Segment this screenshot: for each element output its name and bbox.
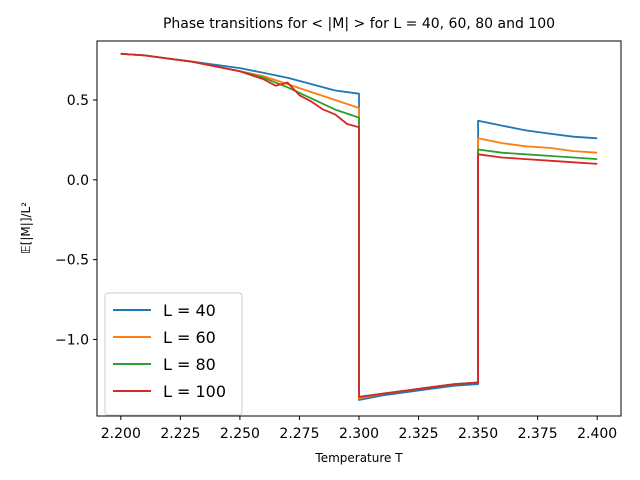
series-line-4 bbox=[120, 52, 598, 398]
x-tick-label: 2.350 bbox=[458, 426, 498, 442]
x-tick-label: 2.375 bbox=[518, 426, 558, 442]
x-tick-label: 2.250 bbox=[220, 426, 260, 442]
chart-title: Phase transitions for < |M| > for L = 40… bbox=[163, 16, 555, 32]
x-tick-label: 2.300 bbox=[339, 426, 379, 442]
x-tick-label: 2.275 bbox=[279, 426, 319, 442]
x-axis-label: Temperature T bbox=[314, 451, 403, 465]
x-tick-label: 2.200 bbox=[101, 426, 141, 442]
x-tick-label: 2.325 bbox=[398, 426, 438, 442]
y-tick-label: −1.0 bbox=[55, 332, 89, 348]
legend: L = 40 L = 60 L = 80 L = 100 bbox=[104, 292, 243, 416]
x-axis-ticks: 2.200 2.225 2.250 2.275 2.300 2.325 2.350 2.375… bbox=[101, 416, 617, 442]
y-tick-label: −0.5 bbox=[55, 253, 89, 269]
y-axis-ticks: 0.5 0.0 −0.5 −1.0 bbox=[55, 93, 97, 348]
series-layer bbox=[120, 52, 598, 401]
legend-label: L = 60 bbox=[163, 328, 216, 347]
legend-label: L = 80 bbox=[163, 355, 216, 374]
y-tick-label: 0.0 bbox=[67, 173, 89, 189]
x-tick-label: 2.225 bbox=[160, 426, 200, 442]
series-line-1 bbox=[120, 52, 598, 401]
x-tick-label: 2.400 bbox=[577, 426, 617, 442]
y-axis-label: 𝔼[|M|]/L² bbox=[19, 202, 33, 254]
legend-label: L = 100 bbox=[163, 382, 226, 401]
legend-label: L = 40 bbox=[163, 301, 216, 320]
y-tick-label: 0.5 bbox=[67, 93, 89, 109]
legend-box bbox=[104, 292, 243, 416]
